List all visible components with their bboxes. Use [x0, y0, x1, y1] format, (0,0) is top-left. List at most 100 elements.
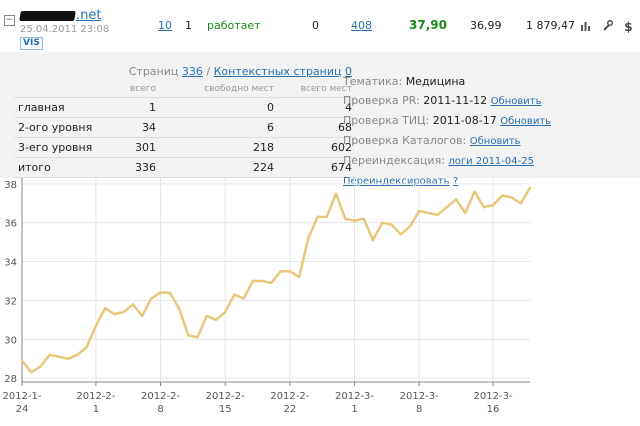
y-tick-label: 38 — [4, 180, 17, 191]
site-domain[interactable]: .net — [19, 8, 102, 23]
site-date: 25.04.2011 23:08 — [20, 24, 110, 35]
y-tick-label: 32 — [4, 296, 17, 307]
data-point — [408, 225, 412, 228]
header-separator: / — [206, 64, 211, 78]
data-point — [454, 198, 458, 201]
x-tick-label: 1 — [93, 404, 99, 415]
data-point — [353, 219, 356, 222]
tic-line: Проверка ТИЦ: 2011-08-17 Обновить — [343, 111, 640, 131]
data-point — [473, 190, 476, 193]
data-point — [279, 270, 282, 273]
reindex-log-link[interactable]: логи 2011-04-25 — [448, 156, 534, 167]
reindex-label: Переиндексация: — [343, 154, 445, 167]
pages-value-link[interactable]: 336 — [181, 64, 203, 78]
data-point — [85, 345, 88, 349]
wrench-icon[interactable] — [602, 19, 614, 34]
pages-count-link[interactable]: 408 — [351, 19, 372, 32]
data-point — [57, 355, 61, 358]
cell-value: 68 — [278, 117, 356, 138]
cell-value: 224 — [160, 157, 278, 178]
data-point — [371, 238, 375, 242]
catalog-update-link[interactable]: Обновить — [469, 136, 521, 147]
pr-date: 2011-11-12 — [423, 94, 488, 107]
data-point — [501, 194, 504, 197]
pages-count[interactable]: 408 — [351, 19, 372, 32]
x-tick-label: 24 — [16, 404, 29, 415]
data-point — [224, 310, 227, 314]
col-header-free: свободно мест — [160, 80, 278, 98]
x-tick-label: 2012-2- — [141, 391, 180, 402]
cell-value: 218 — [160, 137, 278, 158]
zero-column: 0 — [312, 19, 319, 32]
data-point — [20, 359, 24, 362]
cell-value: 0 — [160, 97, 278, 118]
data-point — [103, 306, 107, 310]
pr-update-link[interactable]: Обновить — [490, 96, 542, 107]
cell-value: 674 — [278, 157, 356, 178]
data-point — [519, 202, 522, 205]
data-point — [325, 215, 328, 219]
num-column: 1 — [185, 19, 192, 32]
domain-suffix[interactable]: .net — [76, 8, 102, 23]
context-pages-link[interactable]: Контекстных страниц — [213, 64, 342, 78]
data-point — [196, 336, 199, 339]
status-text: работает — [207, 19, 261, 32]
topic-value: Медицина — [405, 75, 466, 88]
data-point — [270, 281, 273, 285]
site-details-panel: Страниц 336 / Контекстных страниц 0 всег… — [0, 52, 640, 187]
data-point — [381, 221, 384, 224]
table-row: 3-его уровня 301 218 602 — [14, 137, 356, 158]
data-point — [242, 297, 245, 300]
pr-line: Проверка PR: 2011-11-12 Обновить — [343, 91, 640, 111]
cell-value: 336 — [108, 157, 160, 178]
x-tick-label: 2012-2- — [76, 391, 115, 402]
x-tick-label: 16 — [487, 404, 500, 415]
tic-label: Проверка ТИЦ: — [343, 114, 430, 127]
data-point — [510, 196, 513, 199]
collapse-toggle[interactable]: − — [4, 15, 15, 26]
cell-value: 34 — [108, 117, 160, 138]
row-actions: $ — [580, 16, 639, 35]
pr-label: Проверка PR: — [343, 94, 420, 107]
data-point — [362, 217, 365, 220]
cell-value: 4 — [278, 97, 356, 118]
x-tick-label: 2012-2- — [270, 391, 309, 402]
y-tick-label: 30 — [4, 335, 17, 346]
data-point — [150, 297, 153, 300]
table-row: главная 1 0 4 — [14, 97, 356, 118]
context-pages-value-link[interactable]: 0 — [345, 64, 352, 78]
total-value: 1 879,47 — [526, 19, 575, 32]
y-tick-label: 36 — [4, 219, 17, 230]
data-point — [122, 310, 125, 314]
row-label: 3-его уровня — [14, 137, 108, 158]
reindex-line: Переиндексация: логи 2011-04-25 Переинде… — [343, 151, 640, 191]
data-point — [528, 186, 532, 189]
reindex-action-link[interactable]: Переиндексировать — [343, 176, 450, 187]
pages-header: Страниц 336 / Контекстных страниц 0 — [108, 62, 356, 80]
x-tick-label: 22 — [283, 404, 296, 415]
reindex-help-link[interactable]: ? — [453, 176, 459, 187]
data-point — [159, 291, 162, 294]
x-tick-label: 2012-3- — [400, 391, 439, 402]
data-point — [436, 213, 439, 217]
col-header-total: всего — [108, 80, 160, 98]
site-info: Тематика: Медицина Проверка PR: 2011-11-… — [343, 72, 640, 191]
data-point — [94, 324, 98, 327]
y-tick-label: 34 — [4, 258, 17, 269]
x-tick-label: 8 — [157, 404, 163, 415]
topic-label: Тематика: — [343, 75, 403, 88]
data-point — [417, 209, 421, 213]
topic-line: Тематика: Медицина — [343, 72, 640, 91]
bar-chart-icon[interactable] — [580, 20, 591, 34]
cell-value: 1 — [108, 97, 160, 118]
dollar-icon[interactable]: $ — [624, 20, 633, 34]
links-count[interactable]: 10 — [158, 19, 172, 32]
data-point — [113, 312, 116, 316]
col-header-places: всего мест — [278, 80, 356, 98]
vis-badge[interactable]: VIS — [20, 37, 43, 50]
table-row: итого 336 224 674 — [14, 157, 356, 178]
tic-update-link[interactable]: Обновить — [500, 116, 552, 127]
data-point — [140, 314, 144, 318]
data-point — [48, 353, 51, 356]
links-count-link[interactable]: 10 — [158, 19, 172, 32]
